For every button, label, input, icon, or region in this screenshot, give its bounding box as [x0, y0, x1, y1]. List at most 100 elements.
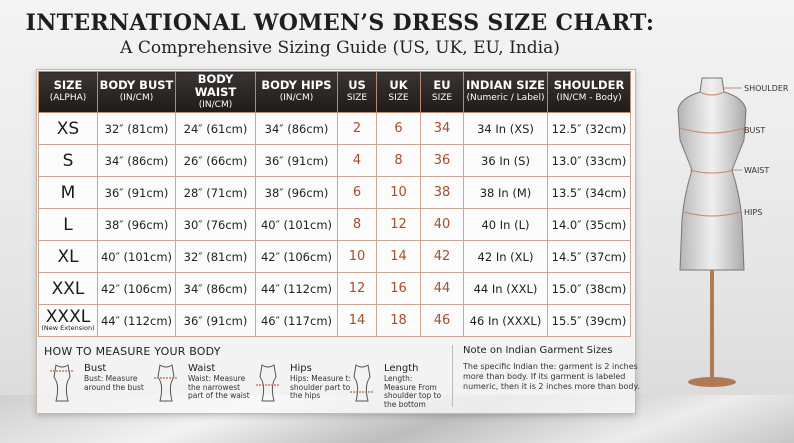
table-cell: 10: [337, 240, 377, 273]
table-cell: 44 In (XXL): [463, 272, 548, 305]
measure-desc: Waist: Measure the narrowest part of the…: [188, 374, 250, 400]
mannequin-label: HIPS: [744, 208, 762, 217]
table-cell: 36 In (S): [463, 144, 548, 177]
header-sub: SIZE: [346, 93, 368, 103]
header-row: SIZE (ALPHA) BODY BUST (IN/CM) BODY WAIST (IN…: [38, 71, 631, 113]
cell-text: XXXL: [45, 307, 91, 327]
table-cell: 42 In (XL): [463, 240, 548, 273]
mannequin-label: SHOULDER: [744, 84, 789, 93]
header-sub: SIZE: [388, 93, 409, 103]
table-cell: 34 In (XS): [463, 112, 548, 145]
header-main: SHOULDER: [553, 78, 625, 92]
stand-pole: [710, 270, 714, 380]
table-cell: 8: [337, 208, 377, 241]
table-cell: 42″ (106cm): [97, 272, 176, 305]
header-cell: EU SIZE: [420, 71, 464, 113]
table-cell: 26″ (66cm): [175, 144, 256, 177]
header-main: UK: [389, 78, 408, 92]
table-cell: 44″ (112cm): [255, 272, 338, 305]
table-cell: 14: [376, 240, 421, 273]
measure-name: Bust: [84, 363, 107, 374]
table-cell: 36″ (91cm): [255, 144, 338, 177]
table-cell: 44″ (112cm): [97, 304, 176, 337]
table-cell: 38: [420, 176, 464, 209]
table-cell: 36: [420, 144, 464, 177]
table-cell: 36″ (91cm): [175, 304, 256, 337]
table-cell: 42: [420, 240, 464, 273]
table-cell: 12: [376, 208, 421, 241]
table-cell: 18: [376, 304, 421, 337]
measure-name: Hips: [290, 363, 312, 374]
measure-name: Length: [384, 363, 419, 374]
table-cell: 34: [420, 112, 464, 145]
note-title: Note on Indian Garment Sizes: [463, 345, 613, 356]
measure-lines: [679, 87, 745, 217]
header-cell: UK SIZE: [376, 71, 421, 113]
measure-name: Waist: [188, 363, 216, 374]
size-table: SIZE (ALPHA) BODY BUST (IN/CM) BODY WAIST (IN…: [38, 71, 631, 337]
table-cell: M: [38, 176, 98, 209]
table-cell: 34″ (86cm): [97, 144, 176, 177]
header-cell: BODY WAIST (IN/CM): [175, 71, 256, 113]
table-row: M 36″ (91cm) 28″ (71cm) 38″ (96cm) 6 10 38 38 I…: [38, 176, 631, 209]
measure-section: HOW TO MEASURE YOUR BODY Bust Bust: Measu…: [44, 345, 449, 409]
table-cell: 38 In (M): [463, 176, 548, 209]
table-cell: 38″ (96cm): [255, 176, 338, 209]
table-cell: 24″ (61cm): [175, 112, 256, 145]
table-cell: 40″ (101cm): [97, 240, 176, 273]
table-cell: 46″ (117cm): [255, 304, 338, 337]
table-cell: L: [38, 208, 98, 241]
table-cell: 46 In (XXXL): [463, 304, 548, 337]
table-cell: 4: [337, 144, 377, 177]
measure-desc: Bust: Measure around the bust: [84, 374, 144, 392]
table-row: S 34″ (86cm) 26″ (66cm) 36″ (91cm) 4 8 36 36 In…: [38, 144, 631, 177]
table-cell: 40: [420, 208, 464, 241]
table-cell: 6: [376, 112, 421, 145]
measure-icon: [50, 364, 74, 402]
table-cell: 14: [337, 304, 377, 337]
header-main: BODY BUST: [99, 78, 174, 92]
header-sub: (IN/CM): [119, 93, 154, 103]
header-sub: (Numeric / Label): [466, 93, 545, 103]
table-row: XXXL (New Extension) 44″ (112cm) 36″ (91cm)…: [38, 304, 631, 337]
table-cell: 40″ (101cm): [255, 208, 338, 241]
table-cell: 12.5″ (32cm): [547, 112, 631, 145]
icon-figure: [353, 364, 371, 402]
table-cell: 34″ (86cm): [175, 272, 256, 305]
table-cell: 40 In (L): [463, 208, 548, 241]
icon-figure: [157, 364, 175, 402]
table-row: XL 40″ (101cm) 32″ (81cm) 42″ (106cm) 10 14 42…: [38, 240, 631, 273]
header-main: SIZE: [53, 78, 83, 92]
icon-figure: [53, 364, 71, 402]
header-main: EU: [433, 78, 451, 92]
table-cell: XL: [38, 240, 98, 273]
measure-icon: [350, 364, 374, 402]
measure-icon: [256, 364, 280, 402]
header-sub: (ALPHA): [49, 93, 87, 103]
table-cell: 14.5″ (37cm): [547, 240, 631, 273]
table-cell: 46: [420, 304, 464, 337]
table-cell: 38″ (96cm): [97, 208, 176, 241]
note-box: Note on Indian Garment Sizes The specifi…: [452, 345, 641, 407]
table-cell: 28″ (71cm): [175, 176, 256, 209]
measure-desc: Length: Measure From shoulder top to the…: [384, 374, 442, 409]
table-cell: S: [38, 144, 98, 177]
mannequin-labels: SHOULDER BUST WAIST HIPS: [744, 84, 789, 217]
header-sub: (IN/CM - Body): [556, 93, 622, 103]
table-body: XS 32″ (81cm) 24″ (61cm) 34″ (86cm) 2 6 34 34 I…: [38, 112, 631, 337]
table-cell: 14.0″ (35cm): [547, 208, 631, 241]
table-cell: 44: [420, 272, 464, 305]
table-cell: 42″ (106cm): [255, 240, 338, 273]
header-main: INDIAN SIZE: [465, 78, 545, 92]
table-cell: 12: [337, 272, 377, 305]
table-cell: 30″ (76cm): [175, 208, 256, 241]
table-row: L 38″ (96cm) 30″ (76cm) 40″ (101cm) 8 12 40 40 …: [38, 208, 631, 241]
header-sub: (IN/CM): [279, 93, 314, 103]
table-cell: 15.0″ (38cm): [547, 272, 631, 305]
header-cell: SIZE (ALPHA): [38, 71, 98, 113]
title: INTERNATIONAL WOMEN’S DRESS SIZE CHART:: [25, 10, 655, 36]
header-main: US: [348, 78, 366, 92]
header-cell: BODY HIPS (IN/CM): [255, 71, 338, 113]
header-cell: BODY BUST (IN/CM): [97, 71, 176, 113]
